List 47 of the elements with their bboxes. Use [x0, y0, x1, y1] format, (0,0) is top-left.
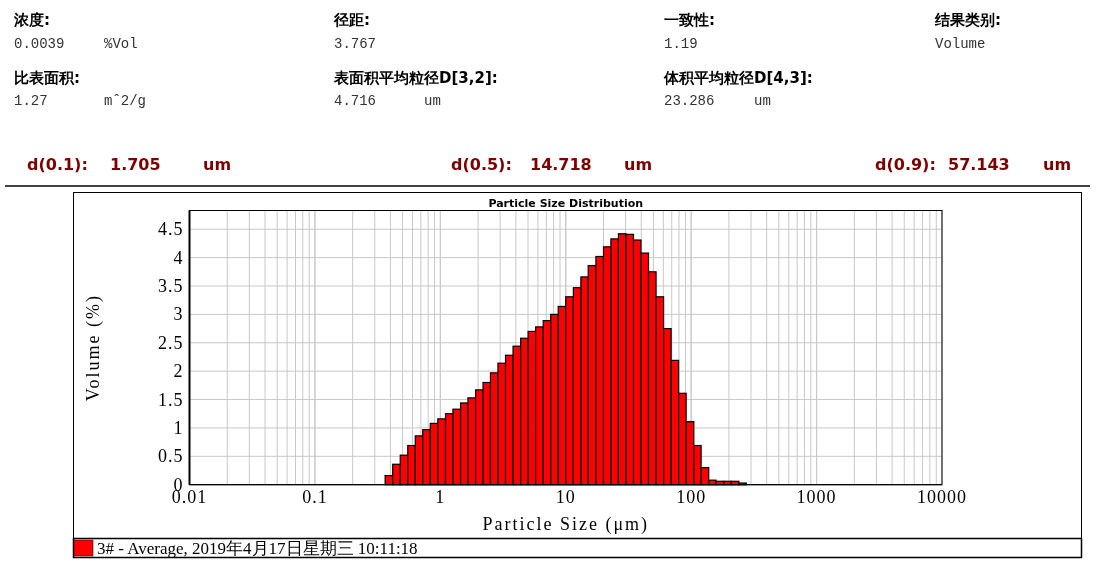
x-tick-label: 10000 [917, 486, 967, 507]
annotation: 1.705 [110, 155, 161, 174]
annotation: mˆ2/g [104, 93, 146, 109]
annotation: 结果类别: [935, 11, 1001, 29]
annotation: 体积平均粒径D[4,3]: [664, 69, 813, 87]
annotation: um [624, 155, 653, 174]
annotation: um [203, 155, 232, 174]
annotation: 一致性: [664, 11, 715, 29]
annotation: 57.143 [948, 155, 1010, 174]
x-tick-label: 10 [555, 486, 576, 507]
y-tick-label: 1 [173, 417, 184, 438]
y-tick-label: 1.5 [158, 389, 184, 410]
annotation: 23.286 [664, 93, 715, 109]
annotation: um [424, 93, 441, 109]
annotation: d(0.5): [451, 155, 512, 174]
annotation: %Vol [104, 36, 138, 52]
annotation: d(0.1): [27, 155, 88, 174]
y-tick-label: 0.5 [158, 446, 184, 467]
annotation: 14.718 [530, 155, 592, 174]
y-tick-label: 3.5 [158, 276, 184, 296]
legend: 3# - Average, 2019年4月17日星期三 10:11:18 [72, 537, 1083, 559]
x-axis-title: Particle Size (μm) [482, 514, 650, 535]
annotation: d(0.9): [875, 155, 936, 174]
annotation: 径距: [334, 11, 370, 29]
x-tick-label: 100 [676, 486, 707, 507]
annotation: 1.27 [14, 93, 48, 109]
x-tick-label: 1 [435, 486, 446, 507]
chart-title: Particle Size Distribution [488, 197, 644, 210]
annotation: 表面积平均粒径D[3,2]: [334, 69, 498, 87]
annotation: 0.0039 [14, 36, 65, 52]
y-tick-label: 4 [173, 247, 184, 268]
annotation: 浓度: [14, 11, 50, 29]
x-tick-label: 1000 [796, 486, 837, 507]
y-tick-label: 4.5 [158, 219, 184, 240]
y-tick-label: 2.5 [158, 332, 184, 353]
annotation: 1.19 [664, 36, 698, 52]
y-axis-title: Volume (%) [83, 294, 104, 402]
annotation: Volume [935, 36, 986, 52]
annotation: 4.716 [334, 93, 376, 109]
y-tick-label: 2 [173, 361, 184, 382]
annotation: um [1043, 155, 1072, 174]
annotation: um [754, 93, 771, 109]
annotation: 3.767 [334, 36, 376, 52]
legend-label: 3# - Average, 2019年4月17日星期三 10:11:18 [97, 539, 418, 558]
annotation: 比表面积: [14, 69, 80, 87]
x-tick-label: 0.1 [302, 486, 328, 507]
y-tick-label: 3 [173, 304, 184, 325]
